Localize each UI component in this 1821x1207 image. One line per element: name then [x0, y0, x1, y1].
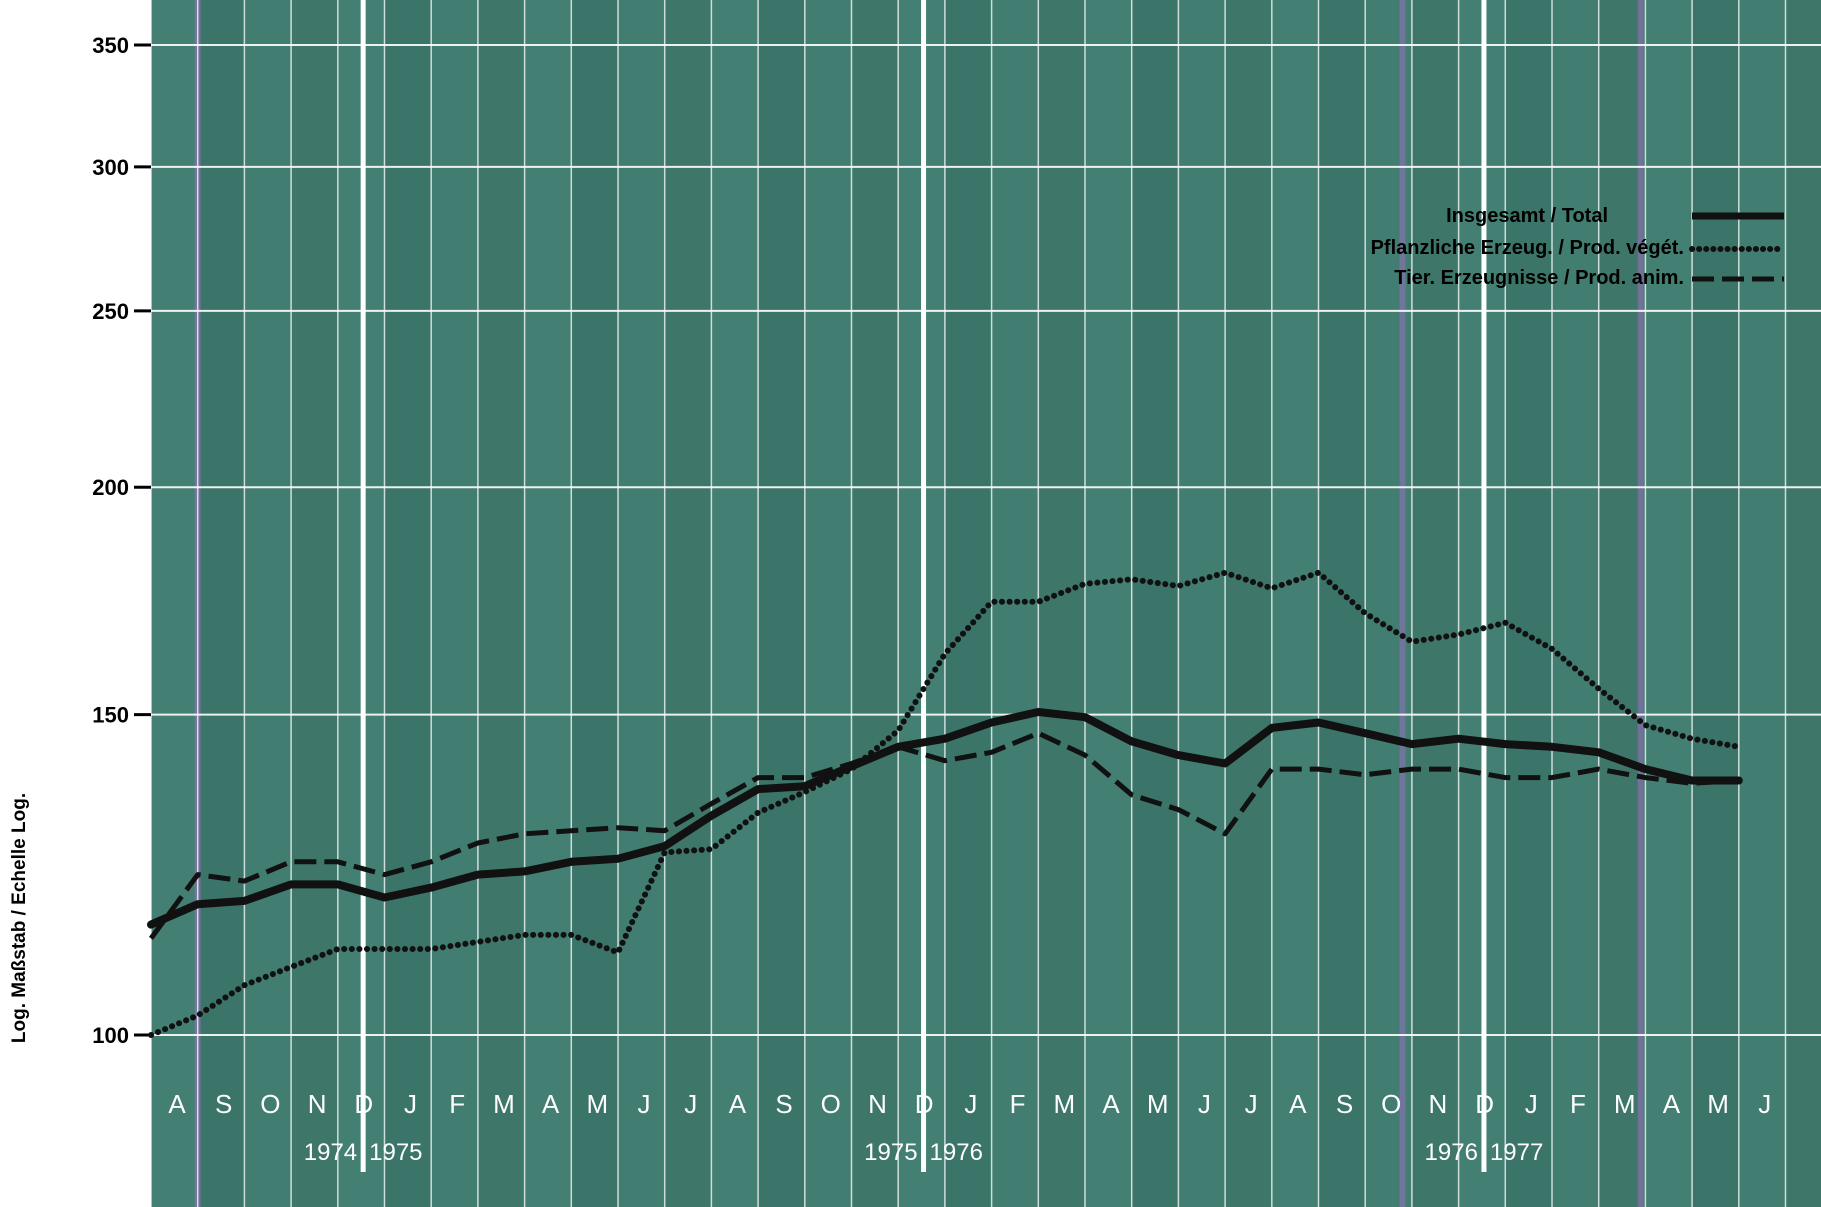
x-month-label: F	[1010, 1089, 1026, 1119]
y-tick-label: 150	[92, 703, 129, 728]
x-month-label: N	[1429, 1089, 1448, 1119]
legend-label-total: Insgesamt / Total	[1446, 205, 1608, 227]
texture-band	[1271, 0, 1319, 1207]
texture-band	[571, 0, 618, 1207]
x-month-label: F	[1570, 1089, 1586, 1119]
texture-band	[758, 0, 805, 1207]
y-tick-label: 300	[92, 155, 129, 180]
x-month-label: S	[1336, 1089, 1353, 1119]
texture-band	[711, 0, 759, 1207]
texture-band	[618, 0, 665, 1207]
y-tick-label: 100	[92, 1023, 129, 1048]
x-month-label: A	[168, 1089, 186, 1119]
x-month-label: D	[354, 1089, 373, 1119]
texture-band	[1738, 0, 1786, 1207]
texture-band	[244, 0, 292, 1207]
y-axis-label: Log. Maßstab / Echelle Log.	[9, 793, 30, 1043]
texture-band	[1225, 0, 1272, 1207]
x-month-label: J	[638, 1089, 651, 1119]
series-lines	[147, 569, 1743, 1038]
x-year-label: 1975	[864, 1139, 917, 1166]
x-month-label: N	[868, 1089, 887, 1119]
legend-label-vegetable: Pflanzliche Erzeug. / Prod. végét.	[1371, 237, 1684, 259]
texture-band	[1785, 0, 1821, 1207]
y-tick-label: 250	[92, 299, 129, 324]
series-line-animal	[148, 730, 1739, 940]
x-month-label: A	[542, 1089, 560, 1119]
y-axis: 100 150 200 250 300 350	[92, 33, 151, 1048]
texture-band	[1645, 0, 1693, 1207]
x-year-label: 1974	[304, 1139, 357, 1166]
x-month-label: A	[1663, 1089, 1681, 1119]
texture-band	[524, 0, 572, 1207]
plot-background	[151, 0, 1821, 1207]
x-month-label: J	[964, 1089, 977, 1119]
series-line-vegetable	[148, 569, 1742, 1038]
x-month-label: J	[1245, 1089, 1258, 1119]
texture-band	[1318, 0, 1366, 1207]
x-month-label: O	[821, 1089, 841, 1119]
x-month-label: O	[1381, 1089, 1401, 1119]
texture-band	[1038, 0, 1085, 1207]
x-year-label: 1977	[1490, 1139, 1543, 1166]
texture-band	[1692, 0, 1739, 1207]
plot-texture	[151, 0, 1821, 1207]
x-month-label: M	[1147, 1089, 1169, 1119]
x-month-label: S	[775, 1089, 792, 1119]
texture-band	[664, 0, 712, 1207]
x-year-label: 1976	[930, 1139, 983, 1166]
x-month-label: A	[1102, 1089, 1120, 1119]
x-month-label: J	[1198, 1089, 1211, 1119]
texture-band	[384, 0, 432, 1207]
texture-band	[477, 0, 525, 1207]
accent-stripe	[1399, 0, 1406, 1207]
x-month-label: F	[449, 1089, 465, 1119]
x-month-label: J	[684, 1089, 697, 1119]
x-month-label: A	[1289, 1089, 1307, 1119]
texture-band	[851, 0, 899, 1207]
x-month-label: J	[404, 1089, 417, 1119]
texture-band	[431, 0, 478, 1207]
y-tick-label: 200	[92, 475, 129, 500]
x-month-label: J	[1525, 1089, 1538, 1119]
x-month-label: S	[215, 1089, 232, 1119]
x-month-label: J	[1758, 1089, 1771, 1119]
x-month-label: M	[586, 1089, 608, 1119]
legend-label-animal: Tier. Erzeugnisse / Prod. anim.	[1394, 267, 1684, 289]
texture-band	[1085, 0, 1132, 1207]
accent-stripe	[1637, 0, 1644, 1207]
legend: Insgesamt / Total Pflanzliche Erzeug. / …	[1371, 205, 1787, 289]
x-month-label: D	[1475, 1089, 1494, 1119]
x-month-label: A	[729, 1089, 747, 1119]
texture-band	[1131, 0, 1179, 1207]
x-month-label: O	[260, 1089, 280, 1119]
texture-band	[1598, 0, 1646, 1207]
texture-band	[944, 0, 992, 1207]
x-month-label: D	[915, 1089, 934, 1119]
x-year-label: 1975	[369, 1139, 422, 1166]
texture-band	[197, 0, 245, 1207]
texture-band	[804, 0, 852, 1207]
x-month-label: M	[1053, 1089, 1075, 1119]
texture-band	[1411, 0, 1459, 1207]
series-line-total	[147, 708, 1743, 929]
texture-band	[1505, 0, 1552, 1207]
x-month-label: M	[1614, 1089, 1636, 1119]
x-month-label: N	[308, 1089, 327, 1119]
texture-band	[151, 0, 198, 1207]
x-month-label: M	[1707, 1089, 1729, 1119]
texture-band	[1178, 0, 1226, 1207]
grid	[150, 0, 1821, 1207]
x-year-label: 1976	[1425, 1139, 1478, 1166]
texture-band	[291, 0, 338, 1207]
texture-band	[1552, 0, 1599, 1207]
y-tick-label: 350	[92, 33, 129, 58]
x-month-label: M	[493, 1089, 515, 1119]
